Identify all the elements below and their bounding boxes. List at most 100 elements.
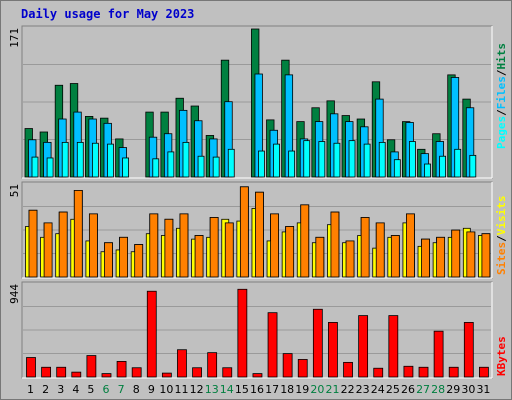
bar-kbytes-day-20 (312, 308, 323, 378)
bar-visits-front-day-16 (255, 191, 264, 278)
legend-pages-files-hits-part-2: / (495, 109, 508, 116)
x-tick-label-day-25: 25 (386, 383, 400, 396)
bar-pages-day-30 (469, 154, 477, 178)
x-tick-label-day-30: 30 (461, 383, 475, 396)
bar-kbytes-day-2 (41, 366, 51, 378)
bar-pages-day-14 (227, 148, 235, 178)
bar-pages-day-24 (378, 141, 386, 178)
bar-visits-front-day-5 (88, 213, 98, 278)
x-tick-label-day-1: 1 (27, 383, 34, 396)
bar-kbytes-day-25 (388, 315, 399, 378)
bar-visits-front-day-19 (300, 204, 310, 278)
bar-kbytes-day-5 (86, 355, 97, 378)
legend-sites-visits: Sites/Visits (495, 196, 508, 276)
bar-kbytes-day-28 (433, 330, 444, 378)
bar-pages-day-5 (91, 142, 99, 178)
x-tick-label-day-15: 15 (235, 383, 249, 396)
legend-pages-files-hits-part-5: Hits (495, 43, 508, 70)
x-tick-label-day-11: 11 (175, 383, 189, 396)
y-max-label-1: 171 (8, 28, 21, 48)
y-max-label-3: 944 (8, 284, 21, 304)
bar-kbytes-day-19 (297, 359, 308, 378)
bar-pages-day-19 (303, 140, 311, 178)
x-tick-label-day-9: 9 (148, 383, 155, 396)
x-tick-label-day-13: 13 (205, 383, 219, 396)
bar-pages-day-23 (363, 143, 371, 178)
bar-pages-day-2 (46, 157, 54, 178)
x-tick-label-day-19: 19 (295, 383, 309, 396)
x-tick-label-day-5: 5 (87, 383, 94, 396)
bar-kbytes-day-31 (479, 366, 489, 378)
bar-visits-front-day-14 (224, 222, 234, 278)
bar-visits-front-day-20 (315, 236, 325, 278)
chart-title: Daily usage for May 2023 (21, 7, 195, 21)
bar-visits-front-day-28 (436, 236, 446, 278)
legend-kbytes: KBytes (495, 336, 508, 376)
bar-kbytes-day-4 (71, 371, 82, 378)
bar-visits-front-day-21 (330, 211, 340, 278)
bar-pages-day-29 (454, 148, 462, 178)
x-tick-label-day-7: 7 (118, 383, 125, 396)
bar-visits-front-day-30 (466, 231, 476, 278)
bar-visits-front-day-2 (43, 222, 53, 278)
bar-kbytes-day-15 (237, 288, 248, 378)
bar-visits-front-day-4 (73, 190, 83, 278)
legend-pages-files-hits-part-4: / (495, 69, 508, 76)
bar-kbytes-day-24 (373, 367, 384, 378)
bar-pages-day-22 (348, 140, 356, 178)
bar-visits-front-day-23 (360, 217, 370, 278)
bar-pages-day-17 (273, 143, 280, 178)
x-tick-label-day-10: 10 (159, 383, 173, 396)
bar-visits-front-day-13 (209, 217, 219, 278)
bar-visits-front-day-17 (270, 213, 279, 278)
x-tick-label-day-2: 2 (42, 383, 49, 396)
x-tick-label-day-24: 24 (371, 383, 385, 396)
x-tick-label-day-22: 22 (341, 383, 355, 396)
bar-visits-front-day-26 (406, 213, 415, 278)
bar-kbytes-day-22 (343, 361, 353, 378)
bar-kbytes-day-23 (358, 315, 369, 378)
x-tick-label-day-17: 17 (265, 383, 279, 396)
bar-visits-front-day-6 (104, 242, 113, 278)
bar-visits-front-day-27 (421, 238, 430, 278)
x-tick-label-day-21: 21 (325, 383, 339, 396)
legend-sites-visits-part-3: Visits (495, 196, 508, 236)
bar-pages-day-26 (409, 141, 416, 178)
bar-visits-front-day-12 (194, 235, 204, 278)
bar-visits-front-day-7 (119, 236, 128, 278)
bar-kbytes-day-17 (267, 312, 278, 378)
bar-pages-day-1 (31, 156, 39, 178)
bar-visits-front-day-1 (28, 209, 38, 278)
bar-pages-day-25 (393, 159, 401, 178)
bar-visits-front-day-25 (390, 235, 400, 278)
bar-kbytes-day-1 (26, 357, 36, 378)
bar-pages-day-3 (61, 141, 69, 178)
bar-pages-day-21 (333, 142, 341, 178)
bar-pages-day-20 (318, 141, 326, 178)
bar-pages-day-10 (167, 151, 175, 178)
bar-visits-front-day-31 (481, 233, 491, 278)
bar-visits-front-day-9 (149, 213, 159, 278)
bar-pages-day-18 (288, 150, 296, 178)
bar-kbytes-day-16 (252, 373, 263, 378)
x-tick-label-day-23: 23 (356, 383, 370, 396)
bar-kbytes-day-7 (116, 361, 127, 378)
bar-visits-front-day-10 (164, 218, 174, 278)
bar-pages-day-4 (76, 141, 84, 178)
legend-kbytes-part-1: KBytes (495, 336, 508, 376)
legend-pages-files-hits-part-1: Pages (495, 116, 508, 149)
bar-pages-day-16 (258, 150, 265, 178)
bar-pages-day-27 (424, 163, 431, 178)
bar-visits-front-day-22 (345, 240, 355, 278)
x-tick-label-day-8: 8 (133, 383, 140, 396)
legend-sites-visits-part-1: Sites (495, 242, 508, 275)
x-tick-label-day-16: 16 (250, 383, 264, 396)
x-tick-label-day-12: 12 (190, 383, 204, 396)
legend-sites-visits-part-2: / (495, 235, 508, 242)
bar-kbytes-day-29 (448, 366, 459, 378)
bar-kbytes-day-27 (418, 366, 429, 378)
bar-pages-day-11 (182, 141, 190, 178)
bar-visits-front-day-3 (58, 211, 68, 278)
